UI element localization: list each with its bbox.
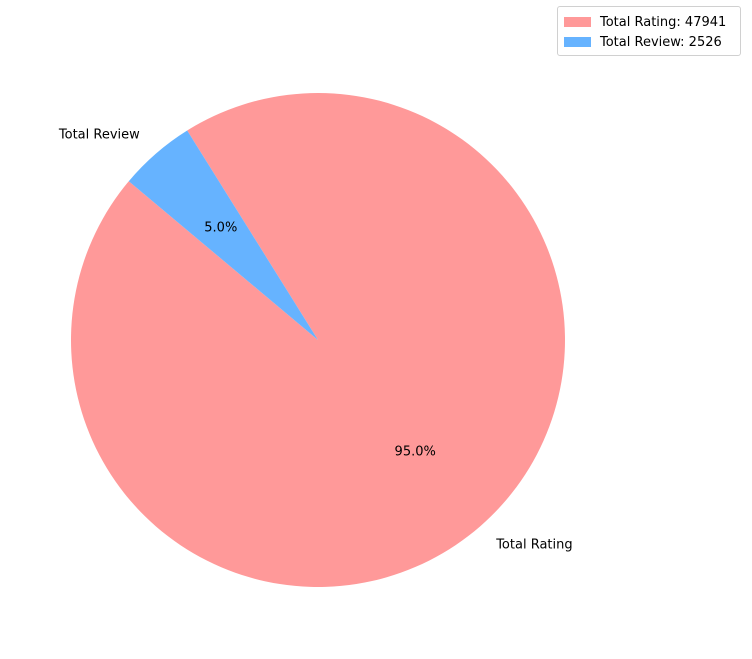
legend-swatch-total-rating bbox=[564, 17, 591, 27]
pct-label-total-review: 5.0% bbox=[204, 221, 237, 236]
pct-label-total-rating: 95.0% bbox=[395, 444, 436, 459]
legend: Total Rating: 47941 Total Review: 2526 bbox=[557, 6, 741, 56]
legend-item-total-rating: Total Rating: 47941 bbox=[564, 13, 726, 31]
pie-slice-total-review bbox=[128, 130, 318, 340]
slice-label-total-review: Total Review bbox=[58, 127, 140, 142]
legend-label-total-rating: Total Rating: 47941 bbox=[600, 14, 727, 30]
legend-swatch-total-review bbox=[564, 37, 591, 47]
legend-label-total-review: Total Review: 2526 bbox=[600, 34, 722, 50]
pie-slice-total-rating bbox=[70, 93, 565, 588]
slice-label-total-rating: Total Rating bbox=[495, 538, 572, 553]
legend-item-total-review: Total Review: 2526 bbox=[564, 33, 722, 51]
